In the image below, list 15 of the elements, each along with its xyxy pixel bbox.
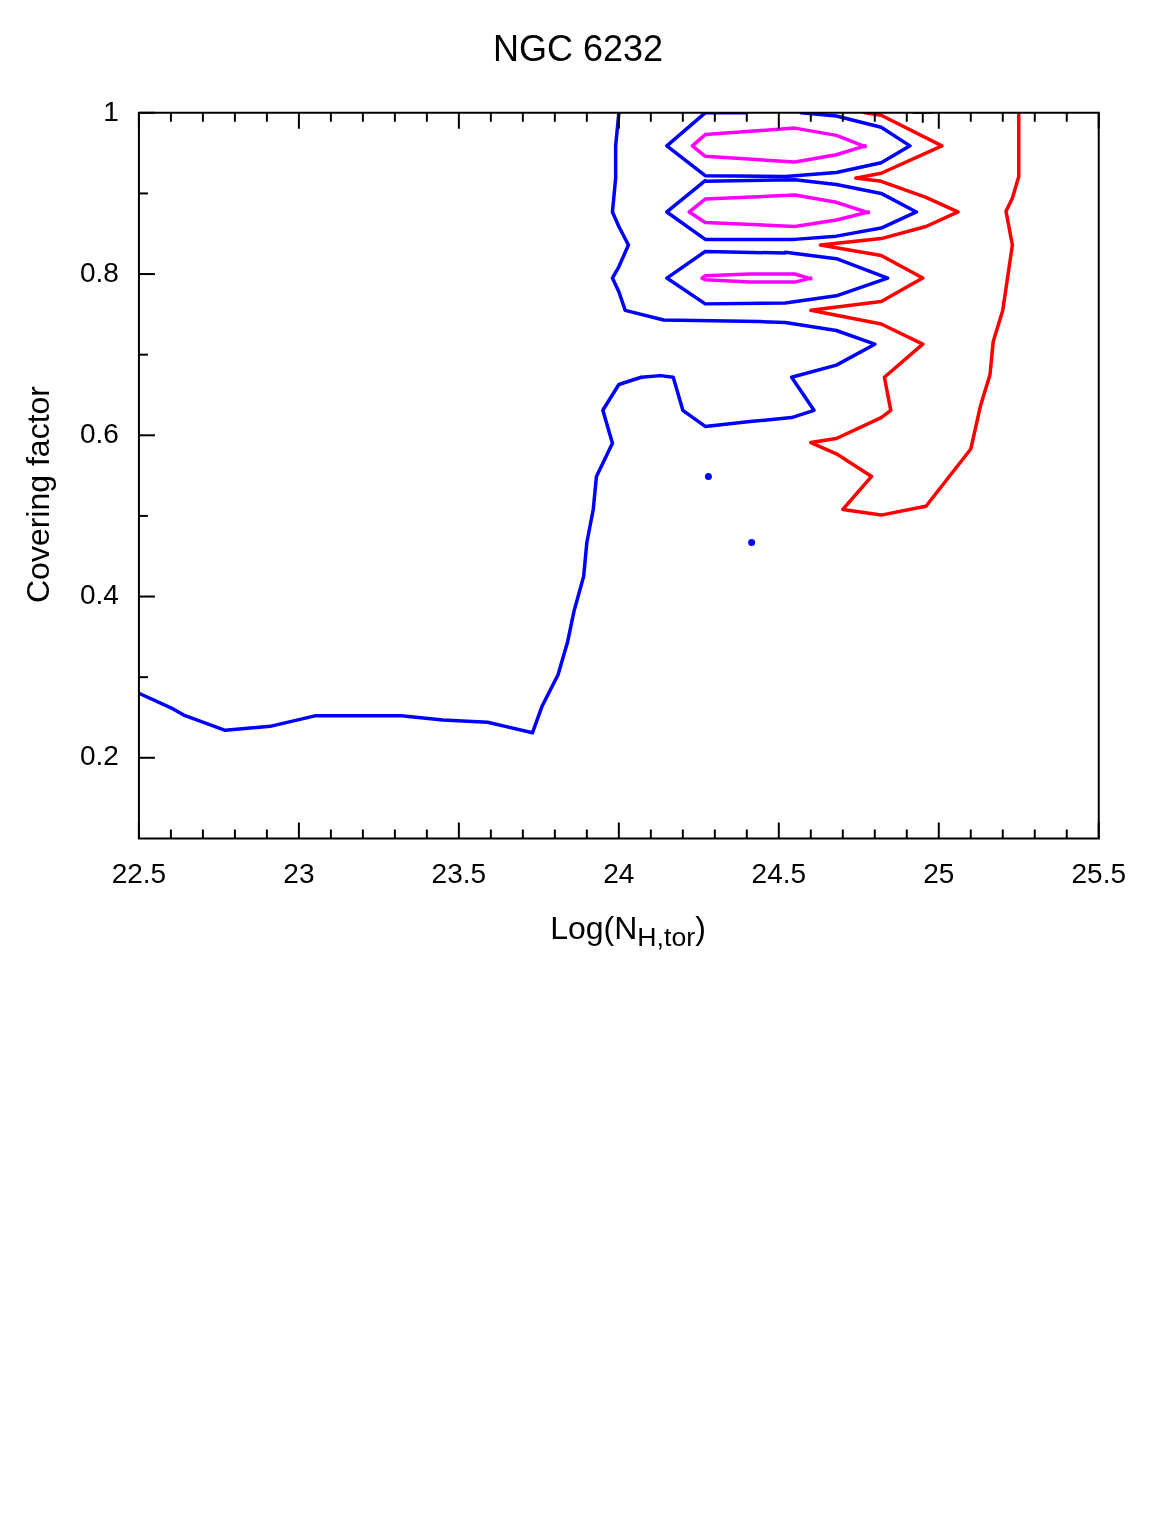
x-axis-title: Log(N$_{H,tor}$)	[549, 909, 707, 954]
y-tick-label: 0.4	[79, 579, 119, 611]
x-tick-label: 25	[923, 857, 955, 889]
x-tick-label: 24.5	[751, 857, 807, 889]
y-axis-title: Covering factor	[19, 385, 57, 603]
x-tick-label: 24	[603, 857, 635, 889]
x-tick-label: 23.5	[431, 857, 487, 889]
x-tick-label: 22.5	[111, 857, 167, 889]
x-tick-label: 23	[283, 857, 315, 889]
y-tick-label: 0.2	[79, 740, 119, 772]
y-tick-label: 0.6	[79, 418, 119, 450]
x-tick-label: 25.5	[1071, 857, 1126, 889]
y-tick-label: 1	[103, 95, 119, 127]
chart-title: NGC 6232	[491, 27, 665, 71]
y-tick-label: 0.8	[79, 256, 119, 288]
